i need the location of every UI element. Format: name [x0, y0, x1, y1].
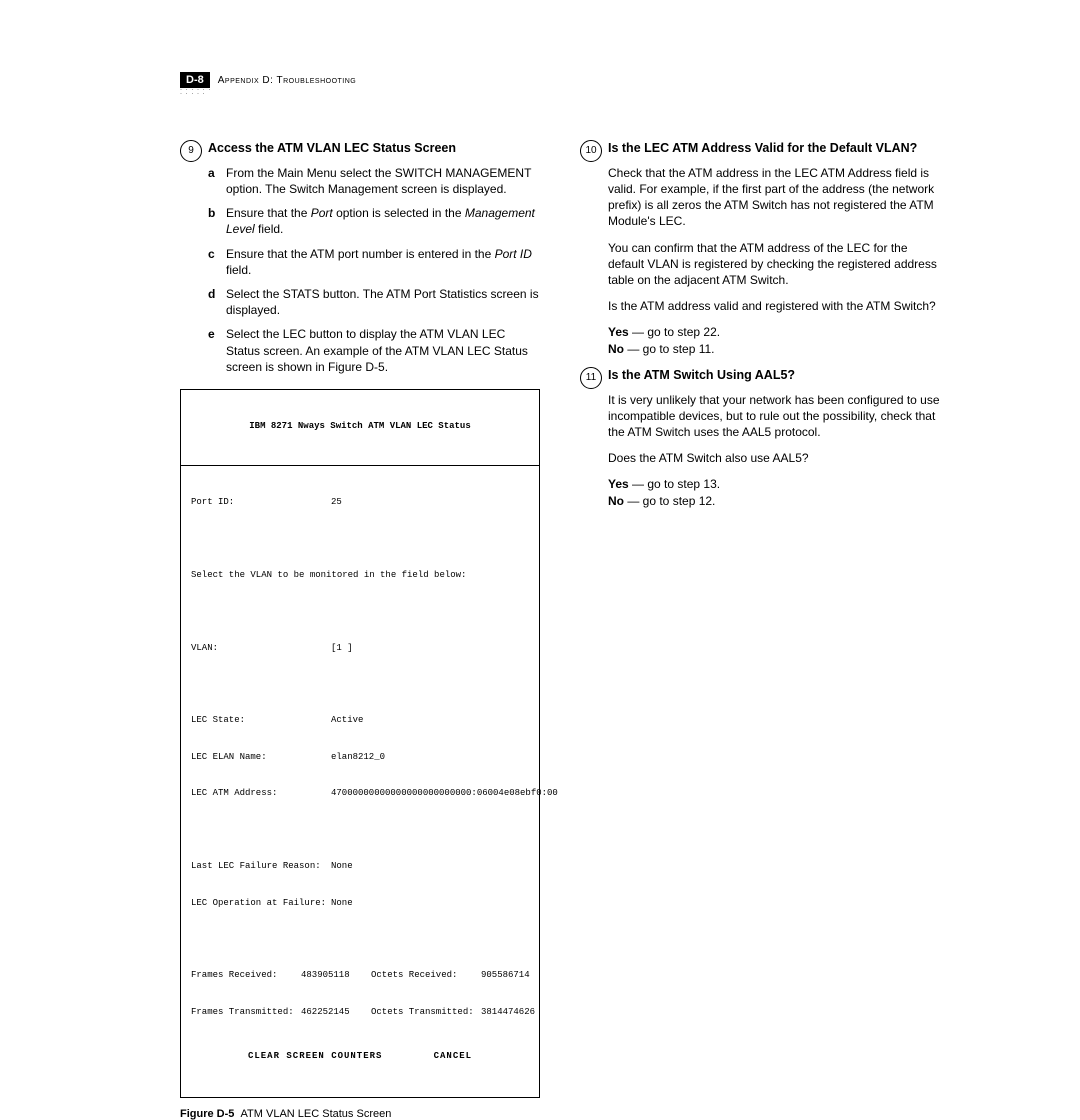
lec-op-key: LEC Operation at Failure:	[191, 897, 331, 909]
atm-addr-value: 47000000000000000000000000:06004e08ebf0:…	[331, 788, 558, 798]
step-9-c: c Ensure that the ATM port number is ent…	[208, 246, 540, 278]
step-9-number: 9	[180, 140, 202, 162]
step-11-yes-label: Yes	[608, 477, 629, 491]
elan-name-key: LEC ELAN Name:	[191, 751, 331, 763]
frames-rx-key: Frames Received:	[191, 969, 301, 981]
decorative-dots: · · · · · ·· · · · ·	[180, 88, 211, 96]
figure-caption-text: ATM VLAN LEC Status Screen	[241, 1108, 392, 1120]
page: D-8 Appendix D: Troubleshooting · · · · …	[0, 0, 1080, 763]
octets-tx-value: 3814474626	[481, 1007, 535, 1017]
step-9-title: Access the ATM VLAN LEC Status Screen	[208, 140, 540, 157]
fail-reason-key: Last LEC Failure Reason:	[191, 860, 331, 872]
atm-addr-key: LEC ATM Address:	[191, 787, 331, 799]
page-header: D-8 Appendix D: Troubleshooting	[180, 72, 356, 88]
step-11-no-text: — go to step 12.	[624, 494, 715, 508]
step-10-title: Is the LEC ATM Address Valid for the Def…	[608, 140, 940, 157]
step-10-yesno: Yes — go to step 22. No — go to step 11.	[608, 324, 940, 356]
step-9-b: b Ensure that the Port option is selecte…	[208, 205, 540, 237]
lec-state-value: Active	[331, 715, 363, 725]
step-11-no-label: No	[608, 494, 624, 508]
step-10: 10 Is the LEC ATM Address Valid for the …	[580, 140, 940, 357]
content-columns: 9 Access the ATM VLAN LEC Status Screen …	[180, 140, 1000, 1120]
step-9-d: d Select the STATS button. The ATM Port …	[208, 286, 540, 318]
step-11: 11 Is the ATM Switch Using AAL5? It is v…	[580, 367, 940, 509]
sub-label-c: c	[208, 246, 215, 262]
left-column: 9 Access the ATM VLAN LEC Status Screen …	[180, 140, 540, 1120]
lec-op-value: None	[331, 898, 353, 908]
terminal-title: IBM 8271 Nways Switch ATM VLAN LEC Statu…	[191, 420, 529, 432]
terminal-screenshot: IBM 8271 Nways Switch ATM VLAN LEC Statu…	[180, 389, 540, 1098]
appendix-title: Appendix D: Troubleshooting	[218, 75, 357, 86]
step-9-e: e Select the LEC button to display the A…	[208, 326, 540, 375]
step-10-p3: Is the ATM address valid and registered …	[608, 298, 940, 314]
step-11-number: 11	[580, 367, 602, 389]
step-9-c-post: field.	[226, 263, 251, 277]
right-column: 10 Is the LEC ATM Address Valid for the …	[580, 140, 940, 1120]
sub-label-a: a	[208, 165, 215, 181]
sub-label-d: d	[208, 286, 215, 302]
sub-label-e: e	[208, 326, 215, 342]
select-vlan-line: Select the VLAN to be monitored in the f…	[191, 569, 529, 581]
step-10-p2: You can confirm that the ATM address of …	[608, 240, 940, 289]
step-9-b-post: field.	[255, 222, 284, 236]
step-10-p1: Check that the ATM address in the LEC AT…	[608, 165, 940, 230]
port-id-value: 25	[331, 497, 342, 507]
step-9-e-text: Select the LEC button to display the ATM…	[226, 327, 528, 373]
frames-rx-value: 483905118	[301, 969, 371, 981]
lec-state-key: LEC State:	[191, 714, 331, 726]
fail-reason-value: None	[331, 861, 353, 871]
octets-rx-key: Octets Received:	[371, 969, 481, 981]
terminal-footer: CLEAR SCREEN COUNTERS CANCEL	[191, 1050, 529, 1062]
step-9-b-i1: Port	[311, 206, 333, 220]
terminal-divider	[181, 465, 539, 466]
figure-caption: Figure D-5 ATM VLAN LEC Status Screen	[180, 1108, 540, 1120]
step-9-d-text: Select the STATS button. The ATM Port St…	[226, 287, 539, 317]
sub-label-b: b	[208, 205, 215, 221]
step-10-no-text: — go to step 11.	[624, 342, 715, 356]
port-id-key: Port ID:	[191, 496, 331, 508]
vlan-value: [1 ]	[331, 643, 353, 653]
step-10-yes-label: Yes	[608, 325, 629, 339]
elan-name-value: elan8212_0	[331, 752, 385, 762]
step-11-yesno: Yes — go to step 13. No — go to step 12.	[608, 476, 940, 508]
step-9: 9 Access the ATM VLAN LEC Status Screen …	[180, 140, 540, 375]
step-9-b-pre: Ensure that the	[226, 206, 311, 220]
step-11-p1: It is very unlikely that your network ha…	[608, 392, 940, 441]
step-9-a: a From the Main Menu select the SWITCH M…	[208, 165, 540, 197]
step-11-title: Is the ATM Switch Using AAL5?	[608, 367, 940, 384]
step-10-no-label: No	[608, 342, 624, 356]
step-11-yes-text: — go to step 13.	[629, 477, 720, 491]
octets-tx-key: Octets Transmitted:	[371, 1006, 481, 1018]
frames-tx-value: 462252145	[301, 1006, 371, 1018]
step-10-yes-text: — go to step 22.	[629, 325, 720, 339]
step-9-b-mid: option is selected in the	[333, 206, 465, 220]
step-9-c-pre: Ensure that the ATM port number is enter…	[226, 247, 495, 261]
frames-tx-key: Frames Transmitted:	[191, 1006, 301, 1018]
step-10-number: 10	[580, 140, 602, 162]
step-11-p2: Does the ATM Switch also use AAL5?	[608, 450, 940, 466]
figure-label: Figure D-5	[180, 1108, 234, 1120]
vlan-key: VLAN:	[191, 642, 331, 654]
step-9-a-text: From the Main Menu select the SWITCH MAN…	[226, 166, 531, 196]
page-number-badge: D-8	[180, 72, 210, 88]
octets-rx-value: 905586714	[481, 970, 530, 980]
step-9-c-i: Port ID	[495, 247, 532, 261]
